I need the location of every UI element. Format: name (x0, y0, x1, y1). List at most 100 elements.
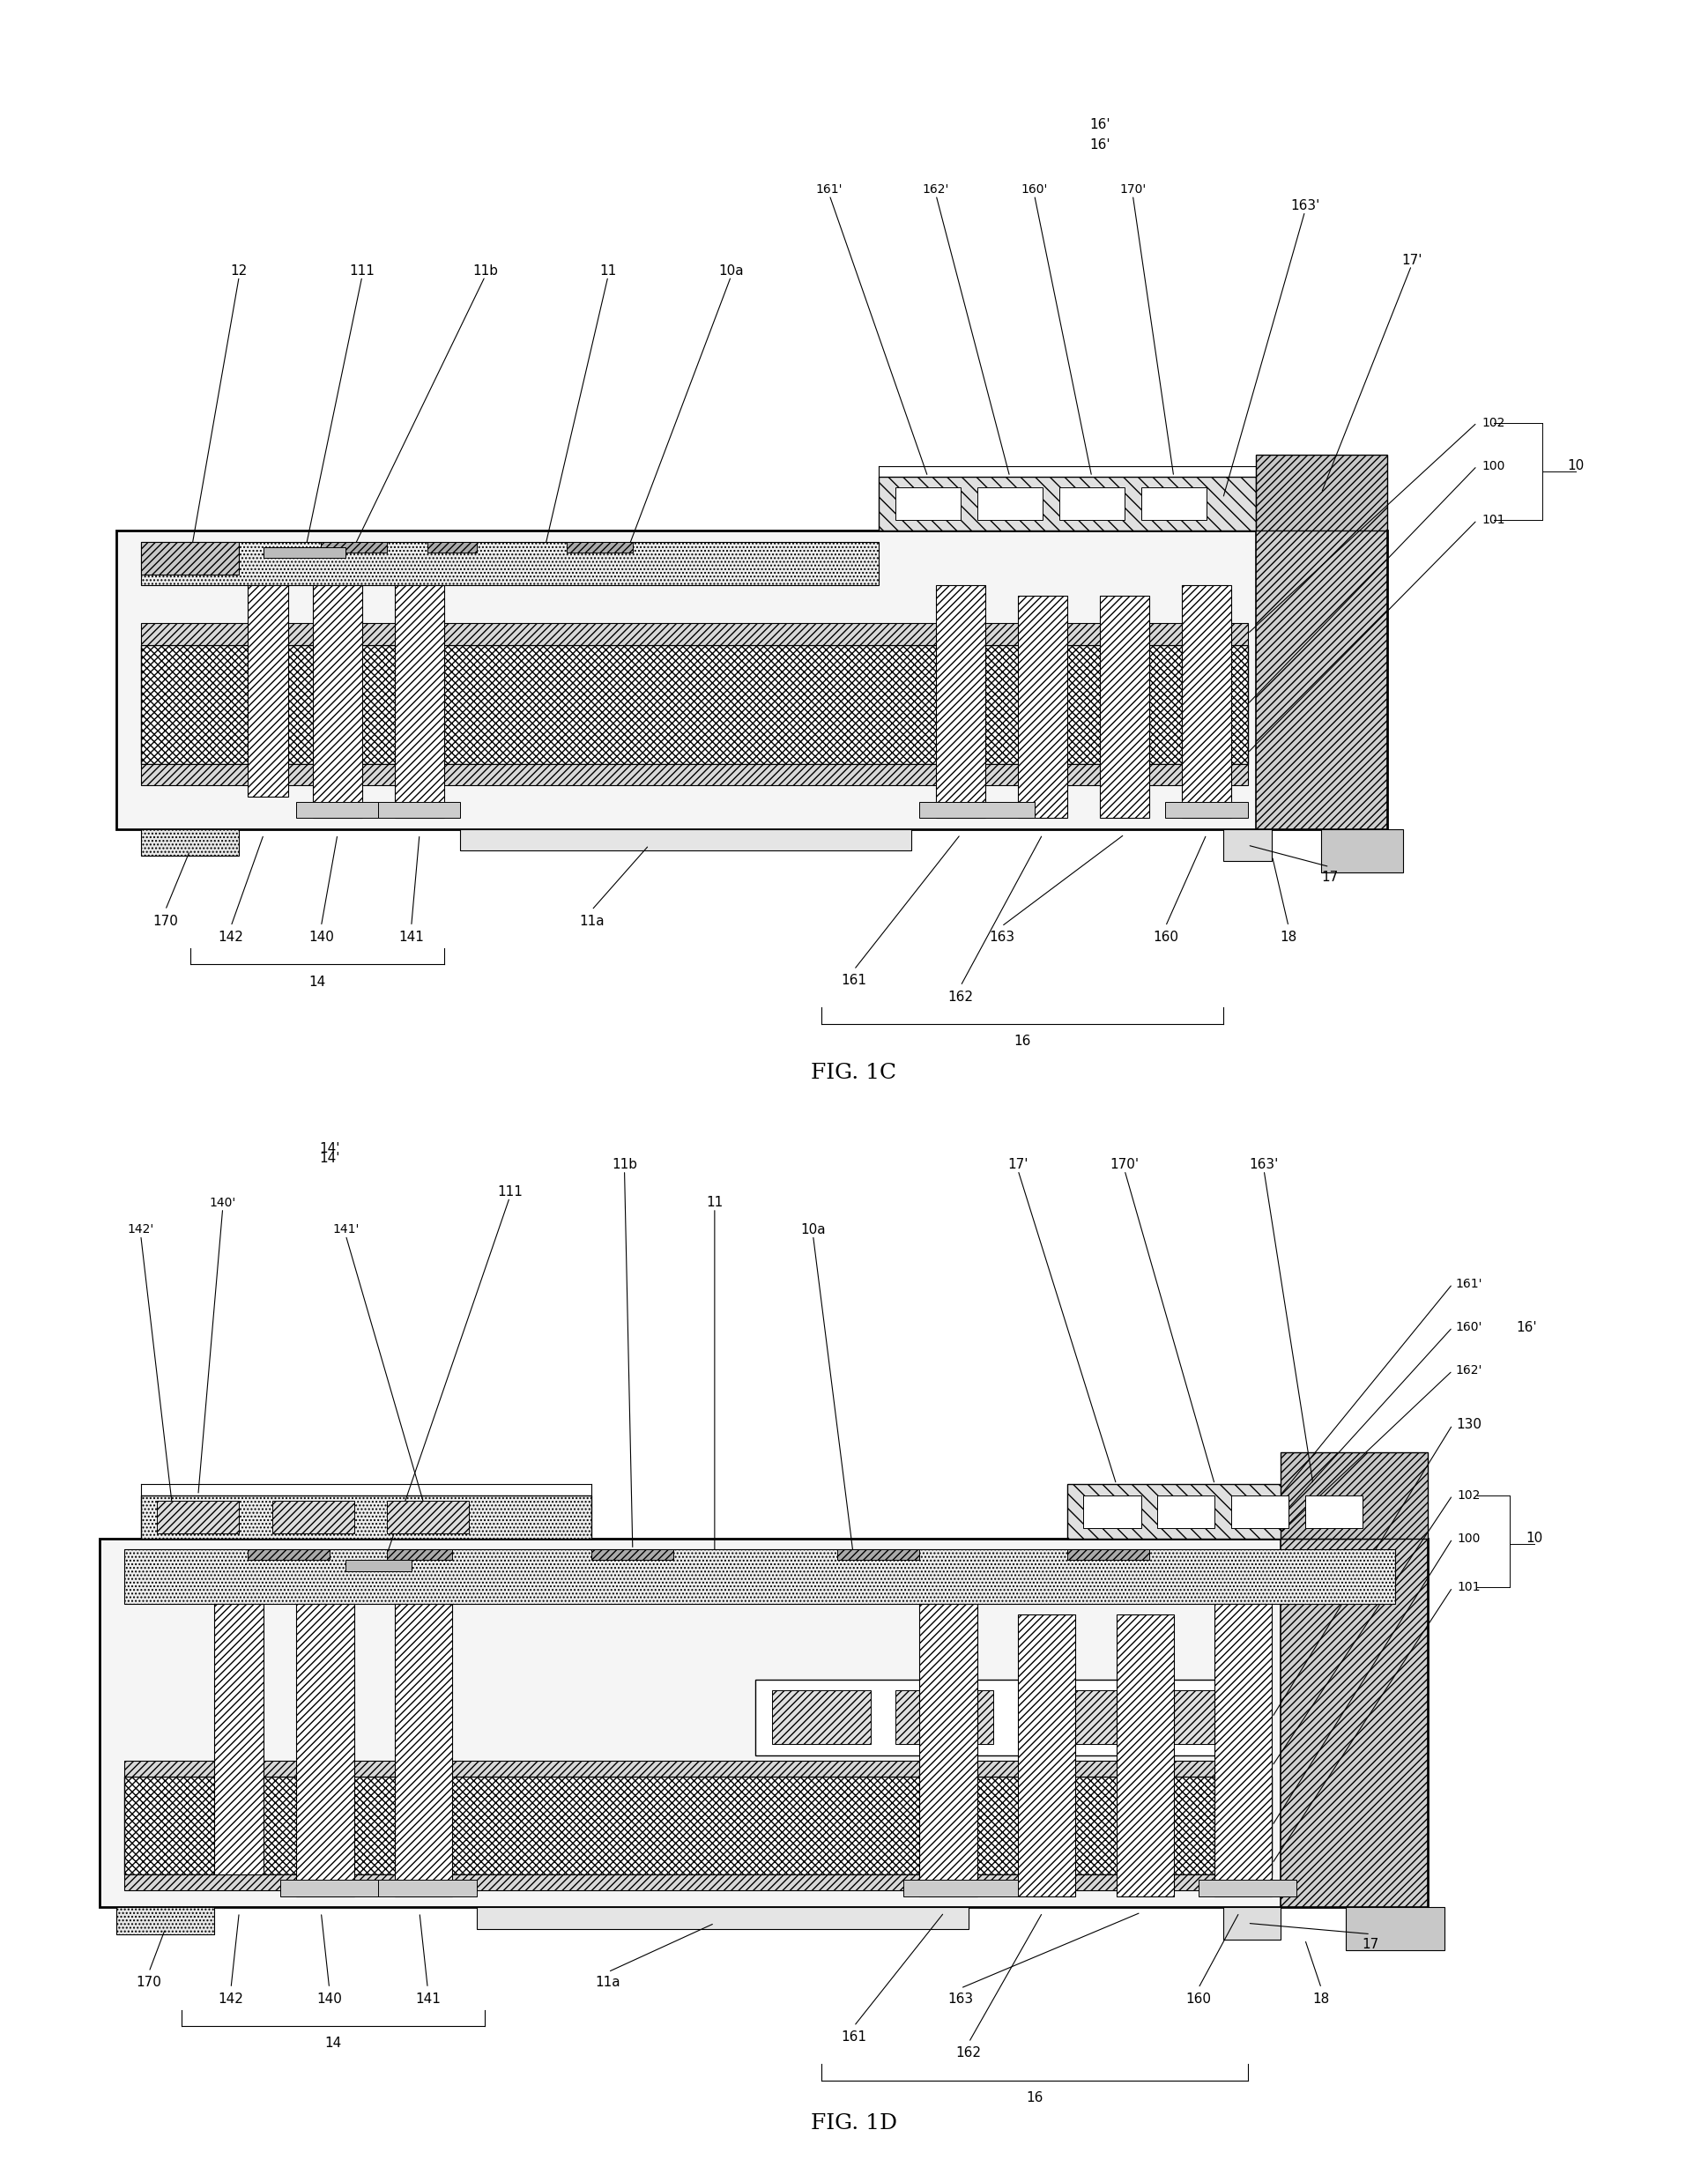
Bar (919, 1604, 977, 1896)
Text: 101: 101 (1457, 1582, 1481, 1593)
Text: 160: 160 (1185, 1991, 1211, 2007)
Text: 130: 130 (1457, 1417, 1481, 1432)
Bar (125, 1874, 1272, 1890)
Bar (895, 488, 960, 520)
Text: 16': 16' (1090, 117, 1110, 132)
Bar (1199, 1879, 1296, 1896)
Text: 11a: 11a (579, 914, 605, 927)
Text: 162: 162 (948, 990, 974, 1003)
Bar (1018, 596, 1068, 819)
Bar (395, 585, 444, 819)
Bar (1141, 1690, 1240, 1744)
Bar (345, 1560, 412, 1571)
Bar (1083, 1495, 1141, 1528)
Bar (1305, 1495, 1363, 1528)
Text: 16: 16 (1013, 1036, 1030, 1049)
Bar (1223, 1907, 1281, 1939)
Bar (1214, 1604, 1272, 1896)
Bar (1281, 1539, 1428, 1907)
Text: 14: 14 (309, 975, 326, 988)
Bar (1068, 1549, 1149, 1560)
Text: 170: 170 (137, 1976, 162, 1989)
Bar (567, 542, 632, 553)
Bar (977, 488, 1042, 520)
Bar (1231, 1495, 1288, 1528)
Text: 11b: 11b (473, 264, 497, 277)
Text: 162: 162 (956, 2046, 982, 2061)
Bar (837, 1549, 919, 1560)
Text: 141: 141 (415, 1991, 441, 2007)
Bar (140, 765, 1247, 787)
Text: 170: 170 (152, 914, 178, 927)
Text: 161': 161' (1455, 1279, 1483, 1289)
Text: 170': 170' (1119, 184, 1146, 195)
Bar (140, 542, 878, 585)
Bar (755, 1679, 1264, 1755)
Bar (272, 1500, 354, 1534)
Bar (379, 802, 461, 819)
Text: 142: 142 (219, 1991, 244, 2007)
Bar (1346, 1907, 1445, 1950)
Bar (297, 1604, 354, 1896)
Text: 10: 10 (1566, 459, 1583, 472)
Bar (125, 1760, 1272, 1777)
Text: 161: 161 (842, 2030, 866, 2043)
Bar (116, 1907, 215, 1935)
Text: 163: 163 (989, 930, 1015, 945)
Bar (248, 585, 289, 795)
Text: 160: 160 (1153, 930, 1179, 945)
Bar (248, 1549, 330, 1560)
Text: 170': 170' (1110, 1157, 1139, 1172)
Text: 14': 14' (319, 1142, 340, 1155)
Text: 162': 162' (1455, 1365, 1483, 1376)
Bar (140, 1495, 591, 1539)
Text: 142: 142 (219, 930, 244, 945)
Bar (427, 542, 477, 553)
Text: 17': 17' (1401, 254, 1421, 267)
Bar (1059, 488, 1124, 520)
Bar (1018, 1690, 1117, 1744)
Bar (395, 1604, 453, 1896)
Bar (386, 1549, 453, 1560)
Bar (280, 1879, 379, 1896)
Bar (461, 830, 912, 852)
Text: 140': 140' (210, 1196, 236, 1209)
Bar (904, 1879, 1018, 1896)
Text: 102: 102 (1483, 416, 1505, 429)
Text: 140: 140 (309, 930, 333, 945)
Bar (379, 1879, 477, 1896)
Bar (1018, 1614, 1076, 1896)
Bar (477, 1907, 968, 1929)
Bar (386, 1500, 468, 1534)
Bar (1158, 1495, 1214, 1528)
Bar (263, 548, 345, 559)
Text: 163': 163' (1249, 1157, 1279, 1172)
Text: 14: 14 (325, 2037, 342, 2050)
Text: 10a: 10a (719, 264, 743, 277)
Bar (1255, 531, 1387, 830)
Bar (125, 1777, 1272, 1874)
Text: 10a: 10a (801, 1222, 825, 1237)
Text: 160': 160' (1021, 184, 1047, 195)
Text: 18: 18 (1313, 1991, 1331, 2007)
Text: 111: 111 (350, 264, 374, 277)
Bar (591, 1549, 673, 1560)
Bar (1281, 1452, 1428, 1539)
Bar (140, 646, 1247, 765)
Text: 163': 163' (1290, 199, 1320, 212)
Text: 10: 10 (1525, 1532, 1542, 1545)
Text: 100: 100 (1483, 459, 1505, 472)
Text: 141: 141 (398, 930, 424, 945)
Text: 100: 100 (1457, 1532, 1481, 1545)
Bar (1223, 830, 1272, 862)
Text: 161: 161 (842, 973, 866, 988)
Bar (125, 1549, 1395, 1604)
Text: 17': 17' (1008, 1157, 1028, 1172)
Bar (140, 542, 239, 574)
Text: 16: 16 (1027, 2091, 1044, 2104)
Text: FIG. 1C: FIG. 1C (811, 1062, 897, 1084)
Text: 11: 11 (600, 264, 617, 277)
Bar (895, 1690, 994, 1744)
Text: 14': 14' (319, 1151, 340, 1166)
Text: 141': 141' (333, 1224, 359, 1235)
